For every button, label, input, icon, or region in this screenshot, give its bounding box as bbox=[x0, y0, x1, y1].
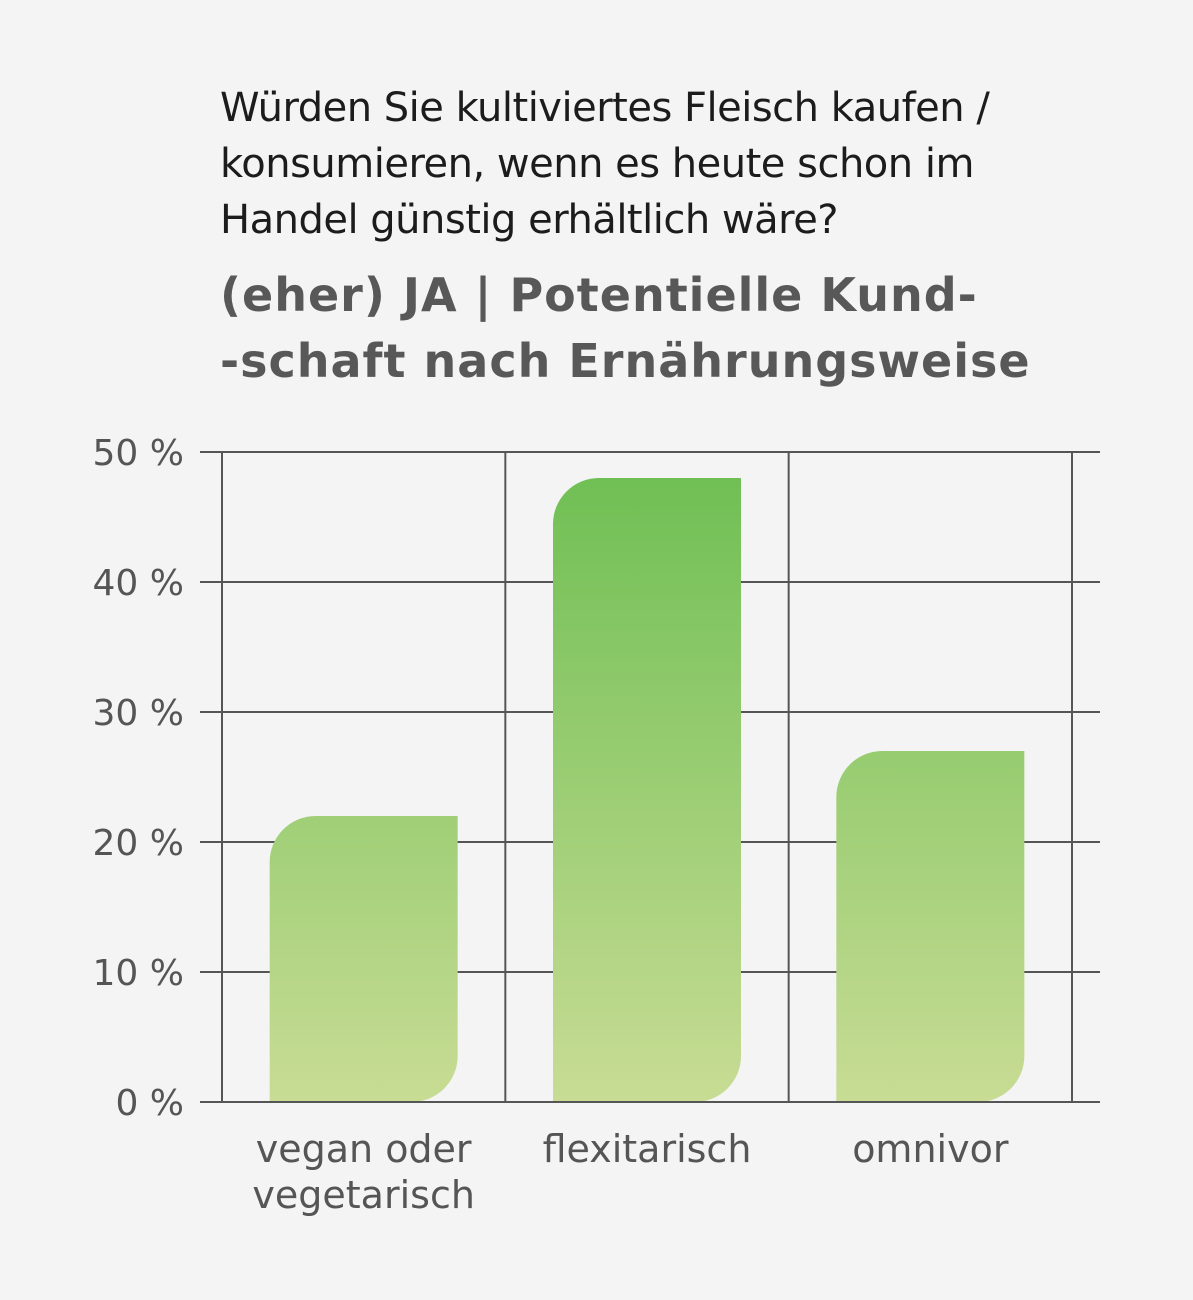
x-category-label: flexitarisch bbox=[543, 1127, 752, 1171]
bar bbox=[553, 478, 741, 1102]
chart-question: Würden Sie kultiviertes Fleisch kaufen /… bbox=[220, 80, 1120, 248]
y-tick-label: 20 % bbox=[93, 823, 184, 864]
x-category-label: vegetarisch bbox=[252, 1173, 475, 1217]
y-tick-label: 50 % bbox=[93, 433, 184, 474]
axes bbox=[200, 452, 1100, 1103]
question-line-2: konsumieren, wenn es heute schon im bbox=[220, 141, 974, 187]
x-category-label: vegan oder bbox=[256, 1127, 472, 1171]
bar bbox=[269, 816, 458, 1102]
question-line-3: Handel günstig erhältlich wäre? bbox=[220, 197, 839, 243]
title-line-2: -schaft nach Ernährungsweise bbox=[220, 334, 1031, 388]
title-line-1: (eher) JA | Potentielle Kund- bbox=[220, 268, 978, 322]
question-line-1: Würden Sie kultiviertes Fleisch kaufen / bbox=[220, 85, 990, 131]
x-category-label: omnivor bbox=[852, 1127, 1009, 1171]
bars bbox=[269, 478, 1025, 1102]
y-tick-label: 0 % bbox=[115, 1083, 184, 1124]
y-tick-label: 10 % bbox=[93, 953, 184, 994]
y-tick-label: 40 % bbox=[93, 563, 184, 604]
chart-title: (eher) JA | Potentielle Kund- -schaft na… bbox=[220, 262, 1180, 394]
bar bbox=[836, 751, 1025, 1102]
y-tick-label: 30 % bbox=[93, 693, 184, 734]
labels: 0 % 10 % 20 % 30 % 40 % 50 % vegan odervegetar… bbox=[93, 433, 1009, 1217]
